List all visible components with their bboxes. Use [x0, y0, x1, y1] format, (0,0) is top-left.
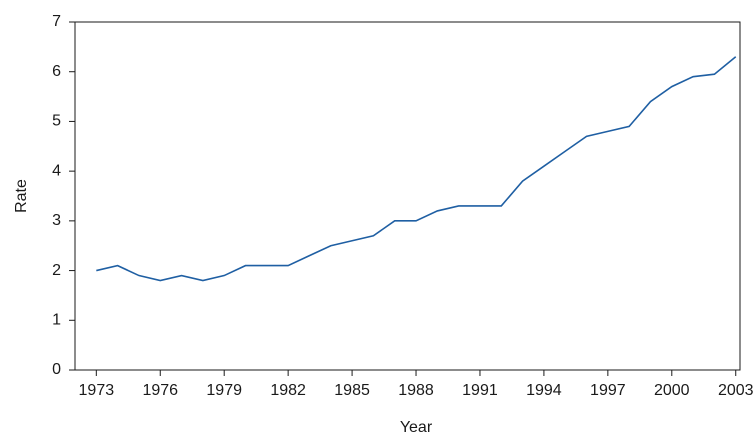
x-tick-label: 2003: [718, 382, 754, 399]
x-tick-label: 1982: [270, 382, 306, 399]
x-axis-label: Year: [400, 419, 433, 436]
x-tick-label: 1997: [590, 382, 626, 399]
y-tick-label: 0: [52, 361, 61, 378]
data-line: [96, 56, 737, 282]
x-tick-label: 1994: [526, 382, 562, 399]
x-tick-label: 1973: [79, 382, 115, 399]
y-tick-label: 4: [52, 162, 61, 179]
x-tick-label: 1979: [206, 382, 242, 399]
x-tick-label: 1985: [334, 382, 370, 399]
y-tick-label: 5: [52, 113, 61, 130]
y-tick-label: 3: [52, 212, 61, 229]
y-tick-label: 6: [52, 63, 61, 80]
y-tick-label: 2: [52, 262, 61, 279]
plot-frame: [74, 21, 741, 371]
x-tick-label: 2000: [654, 382, 690, 399]
x-tick-label: 1991: [462, 382, 498, 399]
y-tick-label: 7: [52, 13, 61, 30]
y-tick-label: 1: [52, 312, 61, 329]
y-axis-label: Rate: [13, 179, 30, 213]
x-tick-label: 1988: [398, 382, 434, 399]
x-tick-label: 1976: [142, 382, 178, 399]
